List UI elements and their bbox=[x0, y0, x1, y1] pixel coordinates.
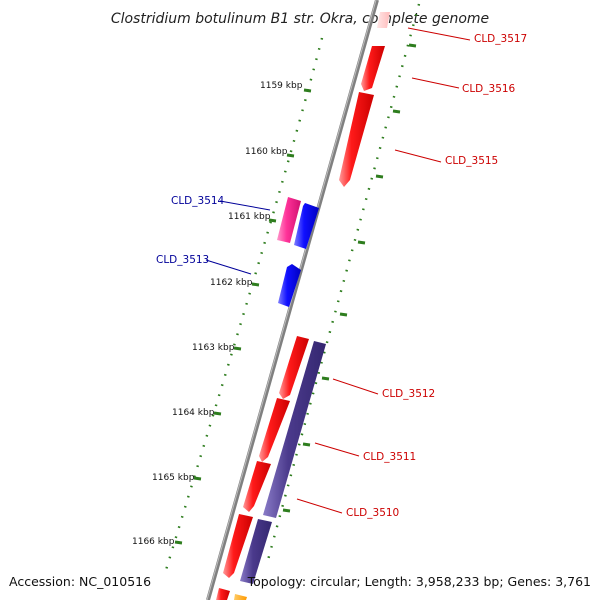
map-title: Clostridium botulinum B1 str. Okra, comp… bbox=[111, 11, 489, 27]
genes-minus-strand bbox=[277, 197, 319, 307]
tick-1162 bbox=[251, 282, 260, 287]
gene-cld-3512-a[interactable] bbox=[279, 336, 309, 399]
tick-1166 bbox=[174, 540, 183, 545]
leader-cld-3511 bbox=[314, 442, 360, 457]
gene-cld-3513[interactable] bbox=[278, 264, 301, 307]
gene-label[interactable]: CLD_3510 bbox=[346, 507, 399, 519]
scale-circle-inner bbox=[164, 37, 324, 571]
kbp-label: 1165 kbp bbox=[152, 473, 195, 483]
genes-plus-strand bbox=[216, 12, 390, 600]
tick-1163 bbox=[233, 346, 242, 351]
kbp-label: 1161 kbp bbox=[228, 212, 271, 222]
gene-labels: CLD_3517 CLD_3516 CLD_3515 CLD_3512 CLD_… bbox=[156, 33, 527, 519]
leader-cld-3517 bbox=[407, 27, 471, 41]
gene-label[interactable]: CLD_3515 bbox=[445, 155, 498, 167]
gene-red-bottom[interactable] bbox=[216, 588, 230, 600]
tick-1159 bbox=[303, 88, 312, 93]
gene-cld-3511[interactable] bbox=[259, 398, 290, 462]
gene-label[interactable]: CLD_3511 bbox=[363, 451, 416, 463]
gene-cld-3514[interactable] bbox=[277, 197, 301, 243]
gene-label[interactable]: CLD_3512 bbox=[382, 388, 435, 400]
accession-text: Accession: NC_010516 bbox=[9, 574, 151, 589]
leader-cld-3516 bbox=[411, 77, 460, 89]
gene-cld-3516[interactable] bbox=[361, 46, 385, 91]
kbp-label: 1159 kbp bbox=[260, 81, 303, 91]
kbp-label: 1162 kbp bbox=[210, 278, 253, 288]
gene-cld-3515[interactable] bbox=[339, 92, 374, 187]
gene-label[interactable]: CLD_3513 bbox=[156, 254, 209, 266]
kbp-label: 1163 kbp bbox=[192, 343, 235, 353]
leader-cld-3515 bbox=[394, 149, 442, 163]
gene-blue-upper[interactable] bbox=[294, 203, 319, 249]
kbp-label: 1160 kbp bbox=[245, 147, 288, 157]
kbp-labels: 1159 kbp 1160 kbp 1161 kbp 1162 kbp 1163… bbox=[132, 81, 303, 547]
scale-circle-outer bbox=[266, 3, 421, 561]
kbp-label: 1164 kbp bbox=[172, 408, 215, 418]
leader-cld-3510 bbox=[296, 498, 343, 514]
leader-cld-3513 bbox=[205, 259, 252, 275]
topology-text: Topology: circular; Length: 3,958,233 bp… bbox=[247, 574, 591, 589]
gene-label[interactable]: CLD_3517 bbox=[474, 33, 527, 45]
tick-1165 bbox=[193, 476, 202, 481]
kbp-ticks bbox=[174, 88, 312, 545]
outer-ticks bbox=[282, 43, 417, 513]
gene-cld-3517[interactable] bbox=[377, 12, 390, 28]
gene-label[interactable]: CLD_3516 bbox=[462, 83, 516, 95]
tick-1164 bbox=[213, 411, 222, 416]
gene-cld-3510[interactable] bbox=[243, 461, 271, 512]
leader-cld-3514 bbox=[219, 200, 271, 211]
tick-1160 bbox=[286, 153, 295, 158]
kbp-label: 1166 kbp bbox=[132, 537, 175, 547]
gene-orange-bottom[interactable] bbox=[234, 594, 247, 600]
gene-purple-long[interactable] bbox=[263, 341, 326, 518]
gene-purple-short[interactable] bbox=[240, 519, 272, 584]
tick-1161 bbox=[268, 218, 277, 223]
leader-lines bbox=[205, 27, 471, 514]
gene-label[interactable]: CLD_3514 bbox=[171, 195, 225, 207]
genes-purple-track bbox=[234, 341, 326, 600]
leader-cld-3512 bbox=[332, 378, 379, 395]
gene-red-lower[interactable] bbox=[223, 514, 253, 578]
